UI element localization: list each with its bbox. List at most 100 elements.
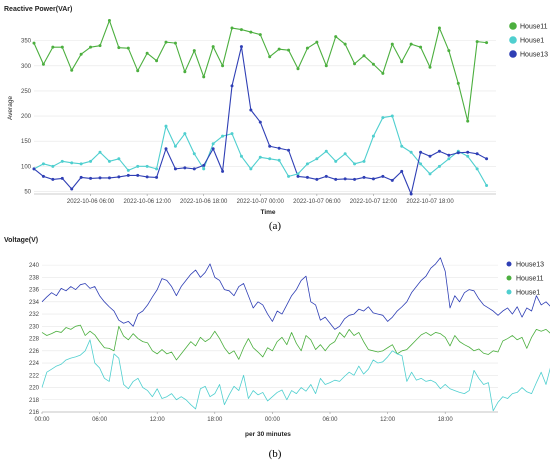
data-point bbox=[249, 167, 253, 171]
y-tick-label: 238 bbox=[29, 275, 40, 281]
data-point bbox=[202, 75, 206, 79]
data-point bbox=[202, 163, 206, 167]
y-tick-label: 230 bbox=[29, 324, 40, 330]
x-tick-label: 2022-10-06 06:00 bbox=[67, 199, 115, 205]
data-point bbox=[287, 174, 291, 178]
chart-a-caption: (a) bbox=[269, 220, 282, 232]
data-point bbox=[371, 62, 375, 66]
data-point bbox=[164, 40, 168, 44]
data-point bbox=[32, 41, 36, 45]
data-point bbox=[145, 51, 149, 55]
data-point bbox=[117, 46, 121, 50]
data-point bbox=[466, 154, 470, 158]
data-point bbox=[239, 154, 243, 158]
legend-marker-house11 bbox=[509, 22, 517, 30]
data-point bbox=[211, 142, 215, 146]
data-point bbox=[89, 45, 93, 49]
data-point bbox=[437, 149, 441, 153]
chart-b-title: Voltage(V) bbox=[4, 237, 38, 244]
data-point bbox=[428, 172, 432, 176]
data-point bbox=[343, 177, 347, 181]
legend-marker-house1 bbox=[509, 36, 517, 44]
data-point bbox=[136, 173, 140, 177]
legend-label: House11 bbox=[516, 276, 544, 283]
data-point bbox=[211, 45, 215, 49]
data-point bbox=[70, 161, 74, 165]
data-point bbox=[475, 40, 479, 44]
data-point bbox=[381, 174, 385, 178]
data-point bbox=[353, 162, 357, 166]
series-line-house11 bbox=[41, 324, 550, 361]
y-tick-label: 226 bbox=[29, 349, 40, 355]
data-point bbox=[183, 132, 187, 136]
chart-b-x-axis-label: per 30 minutes bbox=[245, 431, 291, 438]
y-tick-label: 218 bbox=[29, 398, 40, 404]
x-tick-label: 06:00 bbox=[92, 417, 108, 423]
data-point bbox=[60, 159, 64, 163]
data-point bbox=[107, 176, 111, 180]
data-point bbox=[409, 42, 413, 46]
y-tick-label: 232 bbox=[29, 312, 40, 318]
data-point bbox=[390, 178, 394, 182]
data-point bbox=[428, 65, 432, 69]
y-tick-label: 200 bbox=[21, 114, 32, 120]
data-point bbox=[485, 41, 489, 45]
chart-b-caption: (b) bbox=[269, 448, 282, 460]
data-point bbox=[334, 177, 338, 181]
data-point bbox=[41, 162, 45, 166]
y-tick-label: 250 bbox=[21, 89, 32, 95]
data-point bbox=[98, 176, 102, 180]
x-tick-label: 00:00 bbox=[34, 417, 50, 423]
legend-label: House11 bbox=[520, 24, 548, 31]
data-point bbox=[70, 187, 74, 191]
data-point bbox=[268, 144, 272, 148]
reactive-power-chart: Reactive Power(VAr) 50 100 150 200 250 300 350… bbox=[4, 6, 548, 232]
data-point bbox=[145, 175, 149, 179]
data-point bbox=[296, 67, 300, 71]
data-point bbox=[305, 46, 309, 50]
data-point bbox=[419, 150, 423, 154]
legend-marker-house1 bbox=[506, 289, 512, 295]
chart-a-title: Reactive Power(VAr) bbox=[4, 6, 72, 13]
data-point bbox=[41, 174, 45, 178]
data-point bbox=[239, 45, 243, 49]
series-line-house1 bbox=[33, 115, 488, 186]
x-tick-label: 2022-10-07 00:00 bbox=[237, 199, 285, 205]
data-point bbox=[51, 164, 55, 168]
data-point bbox=[277, 146, 281, 150]
x-tick-label: 12:00 bbox=[380, 417, 396, 423]
reactive-power-chart-panel: Reactive Power(VAr) 50 100 150 200 250 300 350… bbox=[4, 6, 549, 232]
data-point bbox=[192, 49, 196, 53]
data-point bbox=[51, 45, 55, 49]
data-point bbox=[79, 52, 83, 56]
data-point bbox=[343, 42, 347, 46]
data-point bbox=[362, 175, 366, 179]
data-point bbox=[343, 152, 347, 156]
data-point bbox=[98, 150, 102, 154]
data-point bbox=[202, 167, 206, 171]
data-point bbox=[277, 47, 281, 51]
data-point bbox=[324, 64, 328, 68]
data-point bbox=[437, 164, 441, 168]
y-tick-label: 216 bbox=[29, 410, 40, 416]
data-point bbox=[362, 54, 366, 58]
x-tick-label: 2022-10-06 18:00 bbox=[180, 199, 228, 205]
data-point bbox=[70, 68, 74, 72]
data-point bbox=[287, 148, 291, 152]
data-point bbox=[221, 134, 225, 138]
data-point bbox=[362, 159, 366, 163]
data-point bbox=[126, 173, 130, 177]
data-point bbox=[60, 176, 64, 180]
x-tick-label: 2022-10-06 12:00 bbox=[123, 199, 171, 205]
y-tick-label: 222 bbox=[29, 373, 40, 379]
data-point bbox=[400, 169, 404, 173]
data-point bbox=[353, 62, 357, 66]
legend-marker-house13 bbox=[509, 50, 517, 58]
data-point bbox=[126, 168, 130, 172]
data-point bbox=[239, 28, 243, 32]
data-point bbox=[32, 167, 36, 171]
data-point bbox=[409, 192, 413, 196]
data-point bbox=[447, 153, 451, 157]
data-point bbox=[428, 154, 432, 158]
data-point bbox=[136, 164, 140, 168]
